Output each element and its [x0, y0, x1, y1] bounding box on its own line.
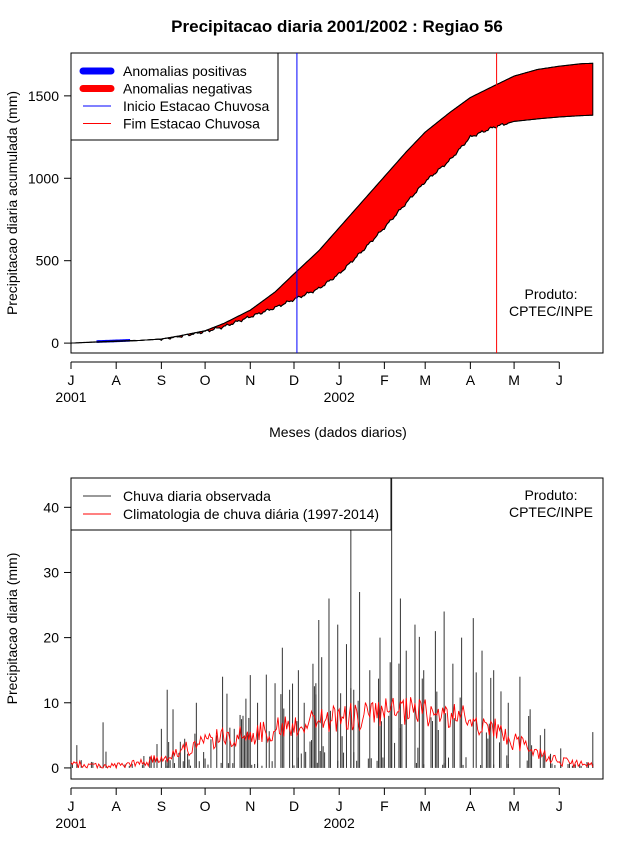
x-tick-label: A — [466, 372, 476, 388]
x-tick-label: J — [336, 798, 343, 814]
product-label: Produto: — [525, 286, 578, 302]
climatology-daily-line — [70, 697, 594, 770]
x-tick-label: M — [419, 372, 431, 388]
legend: Chuva diaria observada Climatologia de ch… — [70, 477, 392, 531]
x-tick-label: J — [556, 798, 563, 814]
x-tick-label: J — [68, 798, 75, 814]
product-source: CPTEC/INPE — [509, 303, 593, 319]
figure-title: Precipitacao diaria 2001/2002 : Regiao 5… — [171, 17, 503, 36]
x-tick-label: O — [200, 798, 211, 814]
legend: Anomalias positivas Anomalias negativasIn… — [70, 52, 279, 141]
legend-label: Anomalias positivas — [123, 63, 247, 79]
y-tick-label: 20 — [43, 630, 59, 646]
x-tick-label: N — [245, 798, 255, 814]
legend-label: Climatologia de chuva diária (1997-2014) — [123, 506, 379, 522]
y-tick-label: 1000 — [28, 170, 59, 186]
y-axis-label: Precipitacao diaria acumulada (mm) — [4, 91, 20, 315]
legend-label: Anomalias negativas — [123, 81, 252, 97]
x-tick-label: J — [68, 372, 75, 388]
legend-label: Chuva diaria observada — [123, 488, 271, 504]
x-tick-label: J — [336, 372, 343, 388]
y-tick-label: 0 — [51, 760, 59, 776]
accumulated-precipitation-chart: 0 500 1000 1500 Precipitacao diaria acumulad… — [4, 52, 604, 440]
observed-daily-bars — [71, 478, 594, 768]
x-tick-label: D — [289, 372, 299, 388]
plot-frame — [70, 52, 604, 354]
x-tick-label: M — [419, 798, 431, 814]
observed-accumulated-line — [70, 114, 593, 344]
year-label: 2001 — [55, 815, 86, 831]
y-tick-label: 30 — [43, 564, 59, 580]
year-label: 2001 — [55, 389, 86, 405]
year-label: 2002 — [324, 815, 355, 831]
x-axis-label: Meses (dados diarios) — [269, 424, 407, 440]
y-axis-label: Precipitacao diaria (mm) — [4, 553, 20, 705]
x-tick-label: S — [157, 798, 166, 814]
product-source: CPTEC/INPE — [509, 504, 593, 520]
legend-label: Inicio Estacao Chuvosa — [123, 98, 270, 114]
x-tick-label: N — [245, 372, 255, 388]
x-tick-label: F — [380, 372, 389, 388]
x-tick-label: A — [112, 372, 122, 388]
legend-label: Fim Estacao Chuvosa — [123, 116, 260, 132]
x-tick-label: F — [380, 798, 389, 814]
x-tick-label: A — [466, 798, 476, 814]
x-tick-label: S — [157, 372, 166, 388]
legend-box — [70, 477, 392, 531]
product-label: Produto: — [525, 487, 578, 503]
x-tick-label: M — [508, 372, 520, 388]
x-tick-label: J — [556, 372, 563, 388]
year-label: 2002 — [324, 389, 355, 405]
daily-precipitation-chart: 0 10 20 30 40 Precipitacao diaria (mm) J A S O N D J… — [4, 477, 604, 831]
x-tick-label: A — [112, 798, 122, 814]
y-tick-label: 0 — [51, 335, 59, 351]
y-tick-label: 1500 — [28, 88, 59, 104]
x-tick-label: M — [508, 798, 520, 814]
y-tick-label: 40 — [43, 499, 59, 515]
x-tick-label: D — [289, 798, 299, 814]
y-tick-label: 10 — [43, 695, 59, 711]
x-tick-label: O — [200, 372, 211, 388]
y-tick-label: 500 — [36, 253, 60, 269]
